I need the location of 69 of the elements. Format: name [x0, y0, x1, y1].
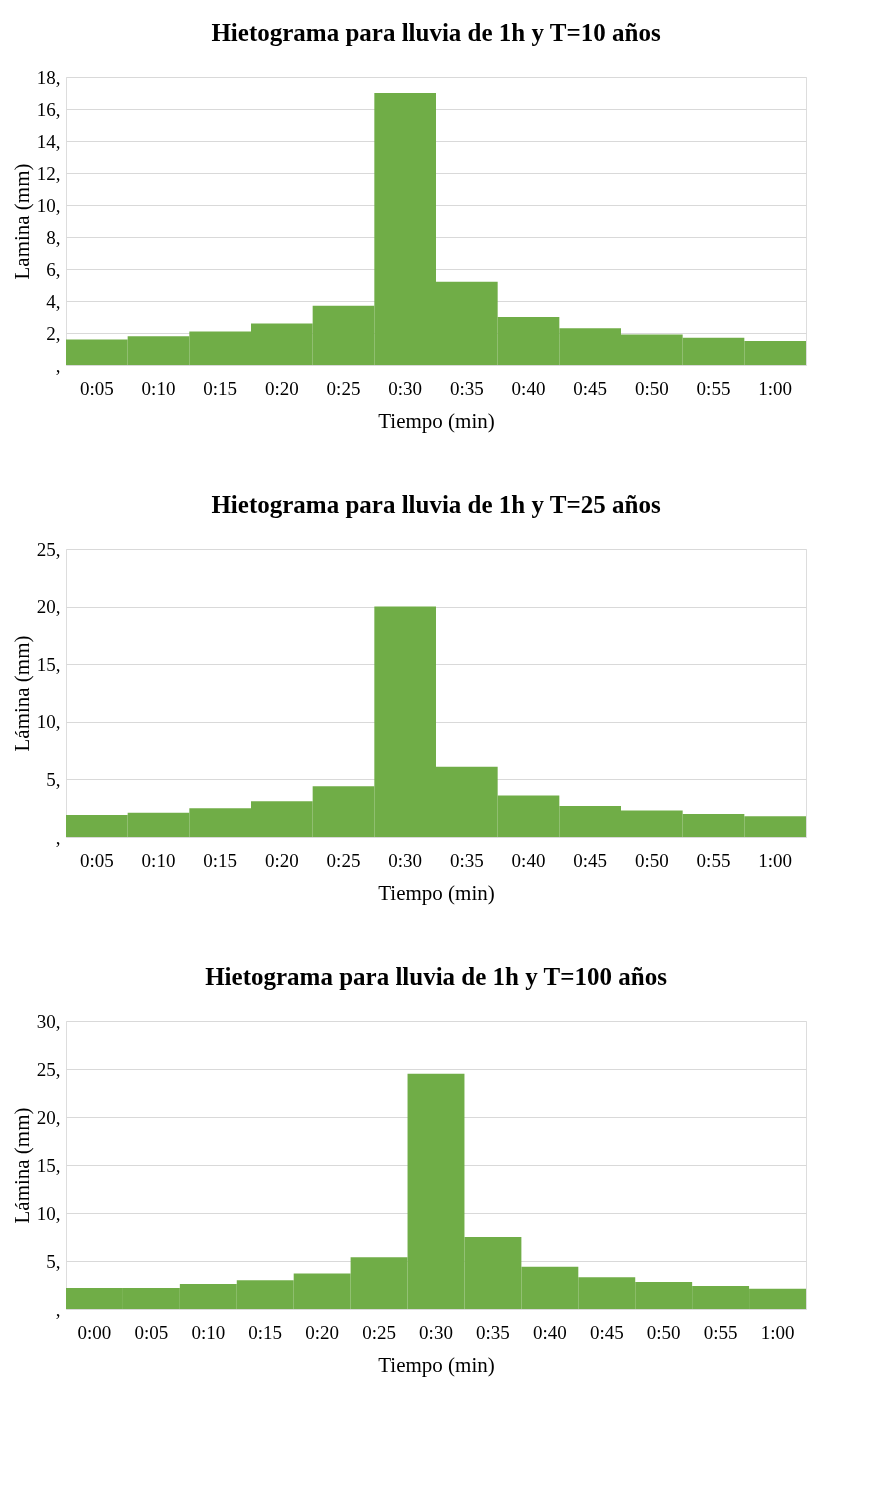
y-axis-title: Lámina (mm) [9, 1107, 34, 1224]
x-tick-label: 0:25 [362, 1321, 396, 1343]
chart-title: Hietograma para lluvia de 1h y T=10 años [211, 19, 661, 46]
y-tick-label: 25, [36, 1058, 61, 1080]
y-tick-label: 20, [36, 1106, 61, 1128]
x-tick-label: 0:30 [419, 1321, 453, 1343]
y-tick-label: 20, [36, 596, 61, 618]
y-tick-label: 14, [36, 130, 61, 152]
y-tick-label: 10, [36, 194, 61, 216]
y-tick-label: 15, [36, 653, 61, 675]
x-tick-label: 0:50 [646, 1321, 681, 1343]
x-axis-title: Tiempo (min) [378, 408, 495, 433]
x-tick-label: 0:05 [79, 849, 114, 871]
x-tick-label: 0:10 [141, 377, 176, 399]
y-tick-label: , [55, 354, 61, 376]
y-tick-label: , [55, 826, 61, 848]
y-axis-title: Lamina (mm) [9, 163, 34, 280]
y-tick-label: 2, [46, 322, 61, 344]
x-tick-label: 0:50 [634, 377, 669, 399]
x-tick-label: 0:05 [134, 1321, 169, 1343]
y-tick-label: 5, [46, 768, 61, 790]
y-tick-label: 10, [36, 1202, 61, 1224]
x-tick-label: 0:10 [191, 1321, 226, 1343]
x-tick-label: 0:20 [264, 849, 299, 871]
y-tick-label: , [55, 1298, 61, 1320]
chart-title: Hietograma para lluvia de 1h y T=25 años [211, 491, 661, 518]
x-tick-label: 0:20 [264, 377, 299, 399]
y-tick-label: 16, [36, 98, 61, 120]
x-tick-label: 0:50 [634, 849, 669, 871]
x-tick-label: 0:35 [476, 1321, 510, 1343]
x-tick-label: 0:25 [326, 377, 361, 399]
x-tick-label: 0:15 [248, 1321, 283, 1343]
y-tick-label: 5, [46, 1250, 61, 1272]
x-tick-label: 0:10 [141, 849, 176, 871]
chart-title: Hietograma para lluvia de 1h y T=100 años [205, 963, 668, 990]
y-tick-label: 6, [46, 258, 61, 280]
x-tick-label: 0:30 [388, 377, 423, 399]
x-tick-label: 0:40 [511, 377, 546, 399]
x-tick-label: 0:20 [305, 1321, 340, 1343]
x-tick-label: 0:15 [203, 377, 238, 399]
x-tick-label: 0:35 [449, 377, 484, 399]
y-tick-label: 12, [36, 162, 61, 184]
x-axis-title: Tiempo (min) [378, 1352, 495, 1377]
x-tick-label: 0:30 [388, 849, 423, 871]
y-axis-title: Lámina (mm) [9, 635, 34, 752]
x-tick-label: 0:45 [573, 849, 608, 871]
x-tick-label: 0:15 [203, 849, 238, 871]
x-tick-label: 0:55 [696, 377, 731, 399]
y-tick-label: 25, [36, 538, 61, 560]
x-tick-label: 1:00 [760, 1321, 795, 1343]
x-tick-label: 0:40 [511, 849, 546, 871]
x-tick-label: 0:40 [532, 1321, 567, 1343]
x-tick-label: 1:00 [758, 377, 793, 399]
x-tick-label: 0:45 [589, 1321, 624, 1343]
x-tick-label: 1:00 [758, 849, 793, 871]
x-tick-label: 0:55 [696, 849, 731, 871]
y-tick-label: 18, [36, 66, 61, 88]
y-tick-label: 15, [36, 1154, 61, 1176]
y-tick-label: 4, [46, 290, 61, 312]
x-tick-label: 0:55 [703, 1321, 738, 1343]
x-tick-label: 0:05 [79, 377, 114, 399]
x-axis-title: Tiempo (min) [378, 880, 495, 905]
x-tick-label: 0:35 [449, 849, 484, 871]
y-tick-label: 30, [36, 1010, 61, 1032]
x-tick-label: 0:45 [573, 377, 608, 399]
x-tick-label: 0:25 [326, 849, 361, 871]
x-tick-label: 0:00 [77, 1321, 112, 1343]
y-tick-label: 10, [36, 711, 61, 733]
y-tick-label: 8, [46, 226, 61, 248]
